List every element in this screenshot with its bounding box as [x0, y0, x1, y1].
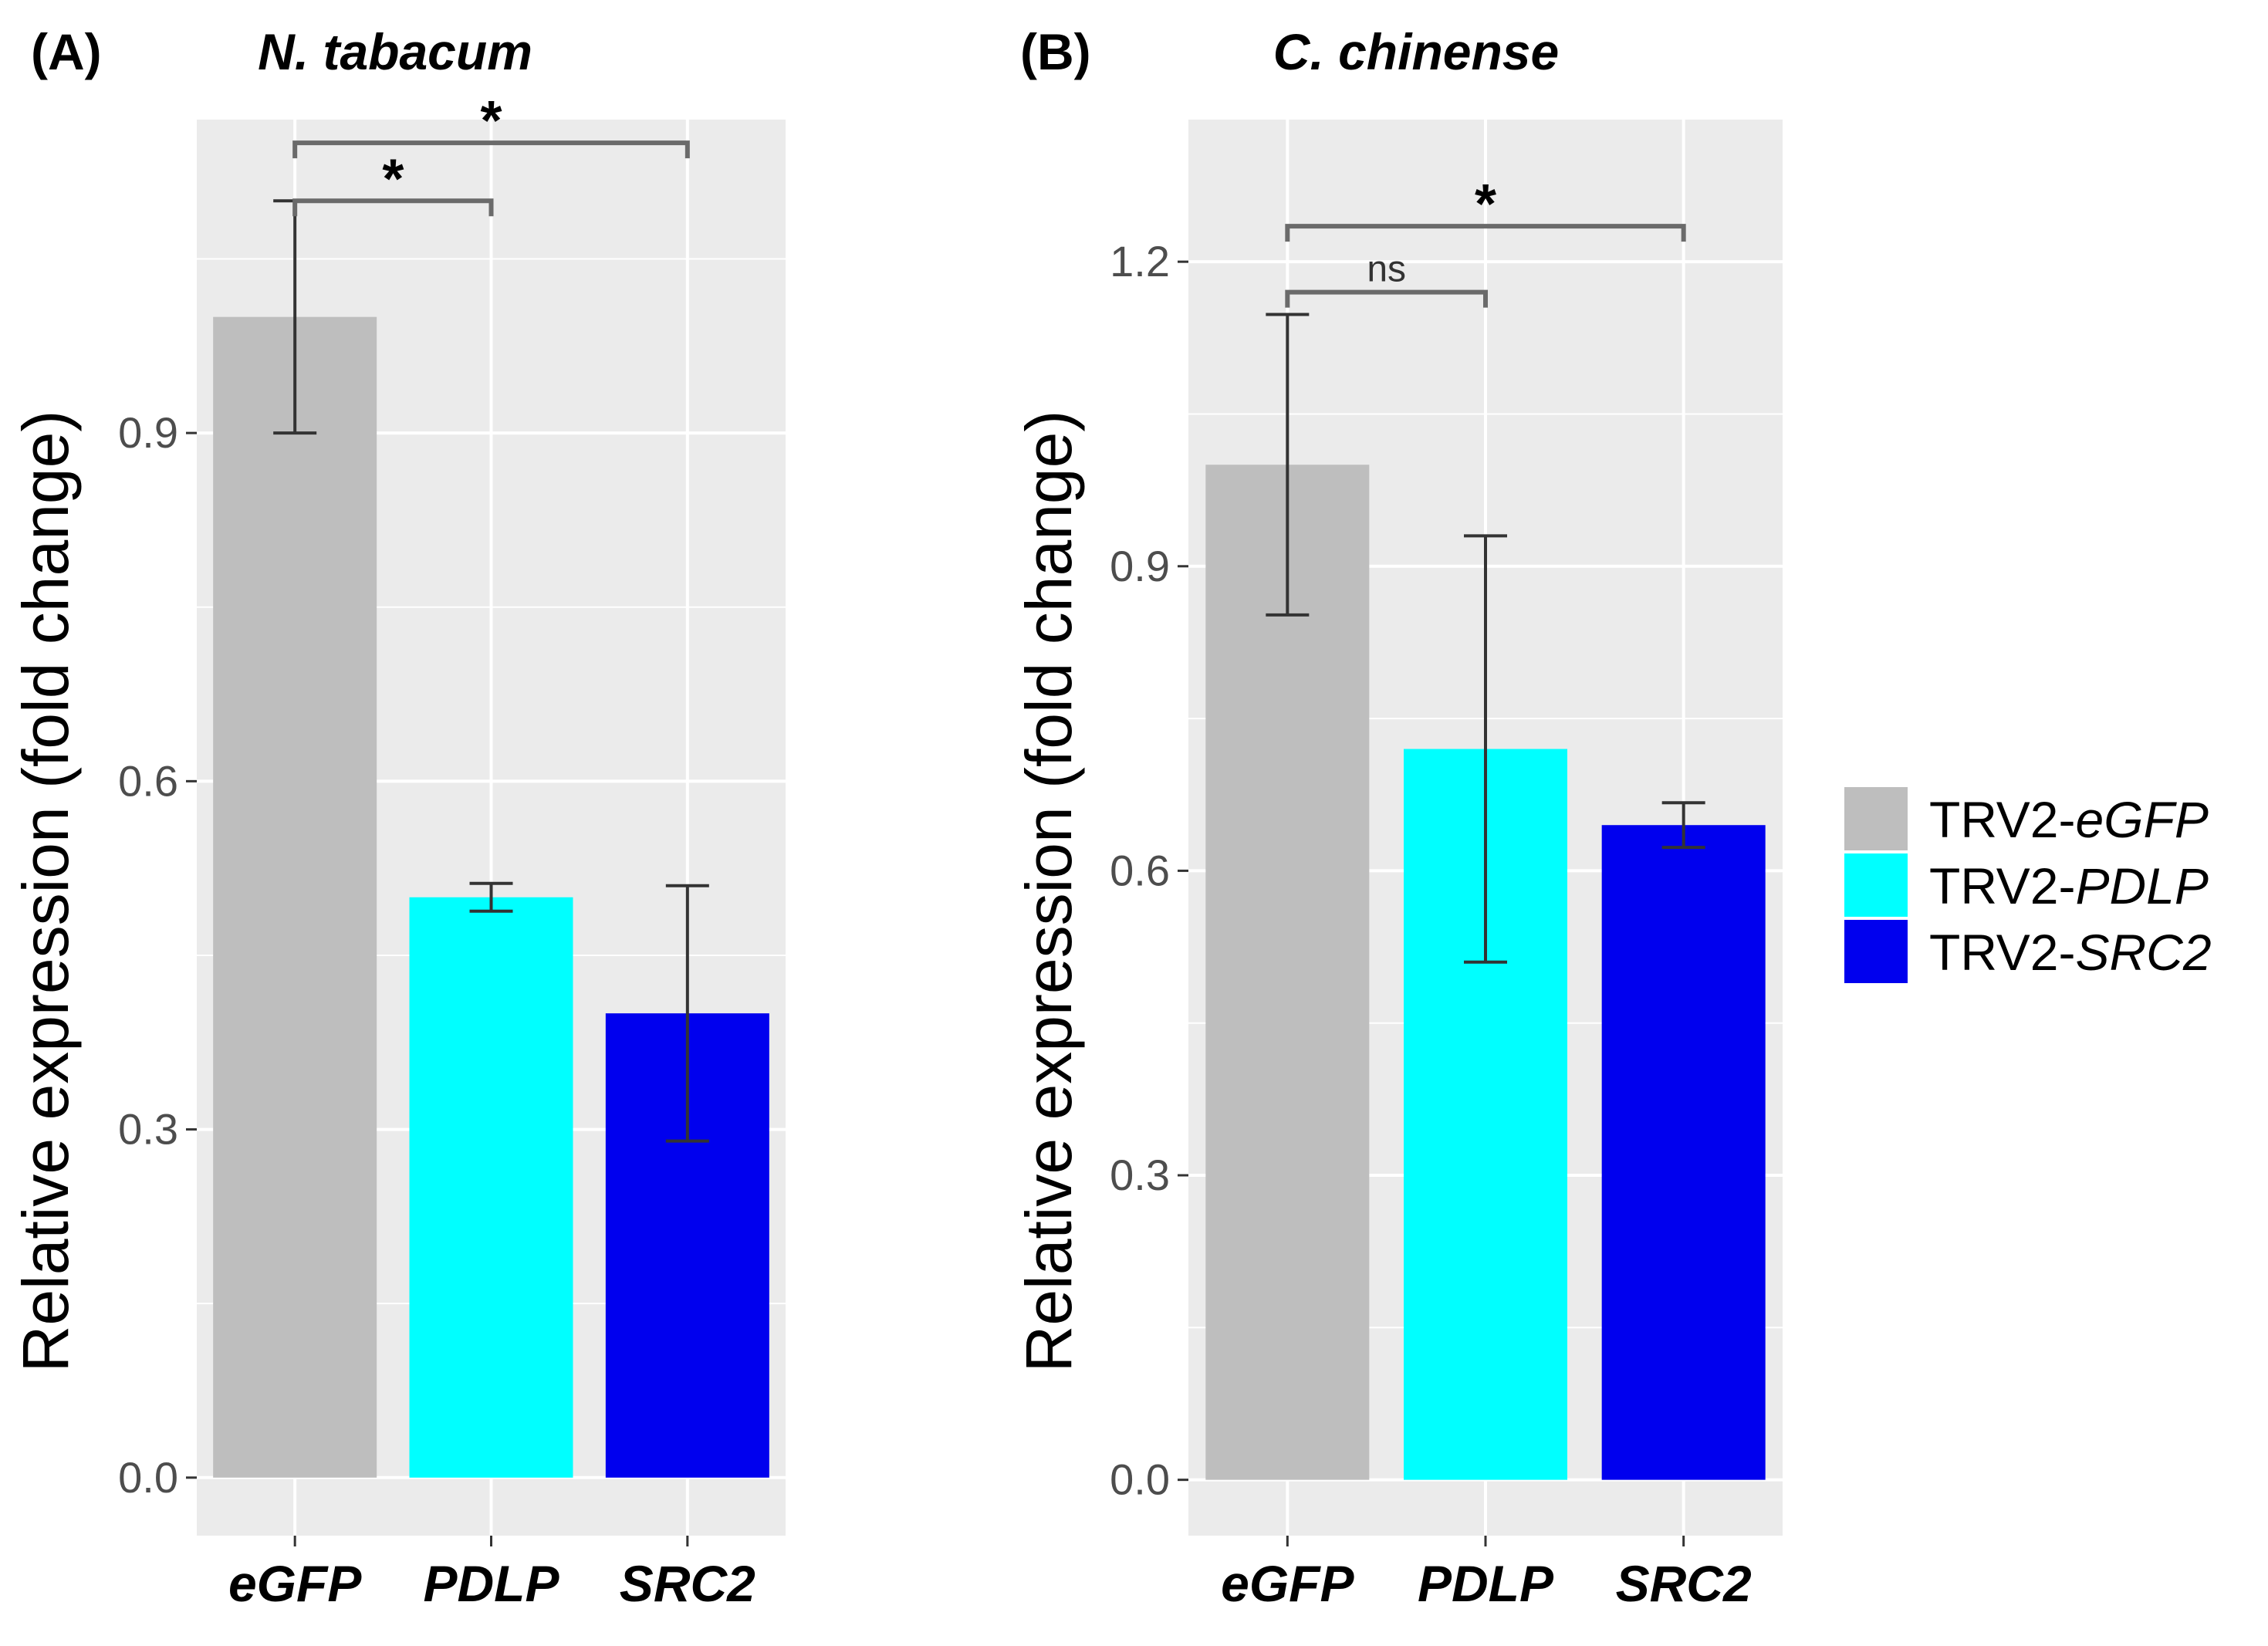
panel-a-y-tick-label: 0.0: [118, 1453, 178, 1502]
panel-a: (A) N. tabacum Relative expression (fold…: [9, 23, 786, 1612]
panel-b: (B) C. chinense Relative expression (fol…: [1012, 23, 1783, 1612]
legend-swatch-src2: [1844, 920, 1908, 983]
panel-b-errorbar-egfp: [1266, 313, 1310, 617]
panel-a-x-tick-label: SRC2: [620, 1555, 755, 1612]
panel-b-plot: 0.0 0.3 0.6 0.9 1.2 eGFP PDLP SRC2 ns *: [1110, 120, 1783, 1612]
panel-b-significance-label: ns: [1367, 249, 1406, 290]
panel-a-bracket-line: [292, 140, 690, 159]
panel-a-errorbar-src2: [665, 884, 709, 1143]
legend-swatch-egfp: [1844, 787, 1908, 850]
panel-a-label: (A): [31, 23, 102, 80]
legend-label-src2: TRV2-SRC2: [1929, 924, 2212, 981]
panel-b-bar-src2: [1601, 825, 1766, 1480]
legend-swatch-pdlp: [1844, 853, 1908, 917]
panel-a-x-tick-label: eGFP: [228, 1555, 362, 1612]
legend-item-src2: TRV2-SRC2: [1844, 920, 2212, 983]
panel-b-bracket-line: [1285, 289, 1488, 308]
panel-a-y-tick-label: 0.3: [118, 1105, 178, 1154]
panel-b-errorbar-src2: [1661, 801, 1705, 850]
legend-item-pdlp: TRV2-PDLP: [1844, 853, 2209, 917]
panel-b-errorbar-pdlp: [1464, 534, 1507, 964]
panel-a-y-tick-label: 0.9: [118, 408, 178, 457]
panel-a-significance-bracket: *: [292, 90, 690, 159]
panel-a-significance-bracket: *: [292, 148, 494, 217]
panel-a-y-tick-label: 0.6: [118, 756, 178, 805]
panel-b-label: (B): [1020, 23, 1091, 80]
panel-b-x-tick-label: PDLP: [1418, 1555, 1554, 1612]
panel-b-significance-bracket: *: [1285, 174, 1686, 242]
panel-a-plot: 0.0 0.3 0.6 0.9 eGFP PDLP SRC2 * *: [118, 90, 786, 1612]
panel-a-bar-egfp: [213, 316, 377, 1478]
panel-a-x-tick-label: PDLP: [423, 1555, 559, 1612]
panel-b-y-tick-label: 0.3: [1110, 1151, 1170, 1199]
panel-a-y-axis-title: Relative expression (fold change): [9, 411, 82, 1373]
panel-b-y-tick-label: 0.0: [1110, 1455, 1170, 1504]
legend-item-egfp: TRV2-eGFP: [1844, 787, 2209, 850]
panel-b-y-tick-label: 1.2: [1110, 237, 1170, 286]
legend-label-egfp: TRV2-eGFP: [1929, 791, 2209, 848]
panel-a-title: N. tabacum: [258, 23, 532, 80]
panel-a-errorbar-pdlp: [469, 881, 513, 913]
panel-b-significance-bracket: ns: [1285, 249, 1488, 308]
legend: TRV2-eGFP TRV2-PDLP TRV2-SRC2: [1844, 787, 2212, 983]
panel-b-bracket-line: [1285, 224, 1686, 242]
panel-b-bar-egfp: [1205, 465, 1370, 1480]
panel-b-y-tick-label: 0.6: [1110, 846, 1170, 894]
panel-a-significance-label: *: [382, 148, 404, 210]
panel-b-y-axis-title: Relative expression (fold change): [1012, 411, 1085, 1373]
panel-b-x-tick-label: SRC2: [1616, 1555, 1752, 1612]
legend-label-pdlp: TRV2-PDLP: [1929, 857, 2209, 914]
panel-b-significance-label: *: [1475, 174, 1496, 235]
panel-a-bracket-line: [292, 198, 494, 217]
panel-b-title: C. chinense: [1273, 23, 1559, 80]
panel-b-y-tick-label: 0.9: [1110, 542, 1170, 590]
panel-a-bar-pdlp: [409, 897, 573, 1478]
panel-b-x-tick-label: eGFP: [1221, 1555, 1354, 1612]
panel-a-significance-label: *: [480, 90, 502, 152]
